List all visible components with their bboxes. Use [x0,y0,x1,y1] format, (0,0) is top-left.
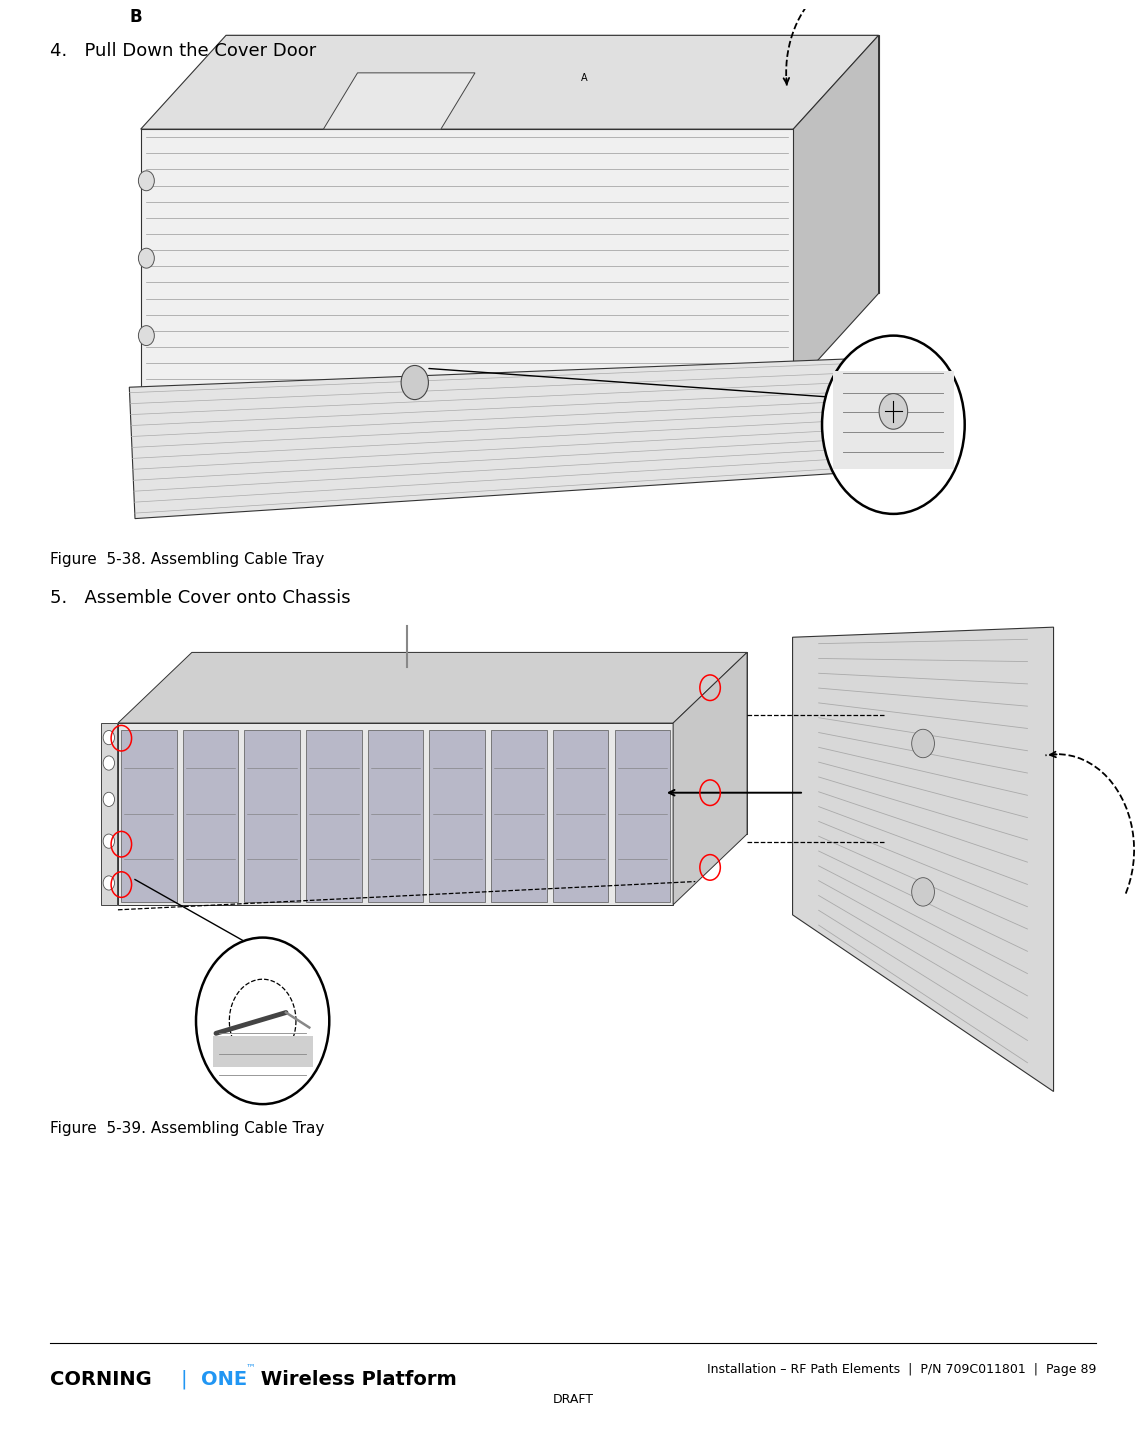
Circle shape [912,729,934,758]
Text: ONE: ONE [201,1370,248,1389]
Polygon shape [191,653,747,834]
Text: ™: ™ [245,1362,256,1372]
Circle shape [879,393,908,429]
Polygon shape [833,372,953,469]
Circle shape [401,366,429,399]
Text: Figure  5-38. Assembling Cable Tray: Figure 5-38. Assembling Cable Tray [49,552,324,567]
Bar [430,729,485,903]
Text: |: | [181,1370,187,1389]
Text: Wireless Platform: Wireless Platform [254,1370,457,1389]
Polygon shape [793,627,1053,1092]
Text: A: A [581,73,588,83]
Circle shape [196,937,329,1104]
Bar [101,723,117,904]
Bar [614,729,670,903]
Circle shape [103,792,115,806]
Bar [492,729,547,903]
Bar [182,729,238,903]
Circle shape [103,834,115,848]
Polygon shape [793,36,879,387]
Circle shape [139,326,155,346]
Polygon shape [129,359,879,518]
Polygon shape [141,36,879,129]
Text: B: B [129,9,142,26]
Polygon shape [226,36,879,293]
Bar [552,729,609,903]
Circle shape [139,248,155,268]
Bar [368,729,423,903]
Text: 4.   Pull Down the Cover Door: 4. Pull Down the Cover Door [49,42,316,60]
Polygon shape [118,723,673,904]
Text: DRAFT: DRAFT [552,1393,594,1406]
Circle shape [103,756,115,771]
Polygon shape [118,653,747,723]
Text: 5.   Assemble Cover onto Chassis: 5. Assemble Cover onto Chassis [49,590,351,607]
Bar [121,729,176,903]
Polygon shape [141,129,793,387]
Circle shape [822,336,965,514]
Circle shape [912,878,934,905]
Polygon shape [673,653,747,904]
Bar [306,729,362,903]
Circle shape [103,730,115,745]
Polygon shape [213,1036,313,1066]
Text: Installation – RF Path Elements  |  P/N 709C011801  |  Page 89: Installation – RF Path Elements | P/N 70… [707,1363,1097,1376]
Polygon shape [323,73,474,129]
Circle shape [139,171,155,191]
Circle shape [103,875,115,890]
Text: Figure  5-39. Assembling Cable Tray: Figure 5-39. Assembling Cable Tray [49,1121,324,1137]
Text: CORNING: CORNING [49,1370,151,1389]
Bar [244,729,300,903]
